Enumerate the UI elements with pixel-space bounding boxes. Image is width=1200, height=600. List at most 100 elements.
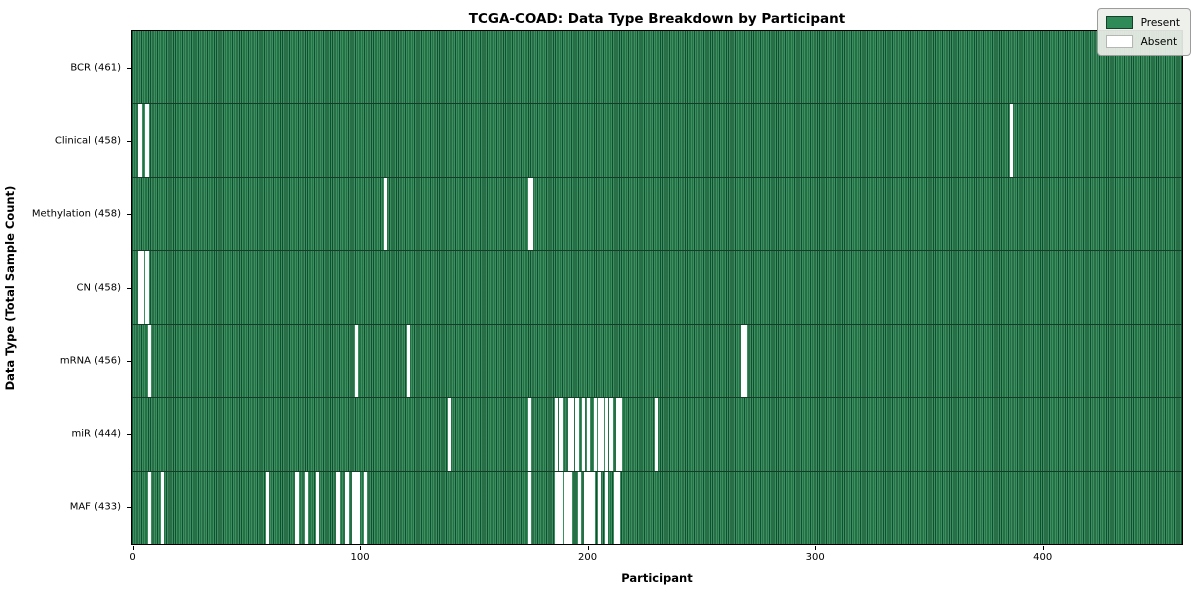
absent-mark xyxy=(591,471,595,544)
legend: Present Absent xyxy=(1096,8,1191,56)
absent-mark xyxy=(588,471,593,544)
legend-item-absent: Absent xyxy=(1105,35,1180,48)
y-tick-mark xyxy=(127,141,131,143)
absent-mark xyxy=(654,398,659,471)
absent-mark xyxy=(363,471,367,544)
legend-swatch-present-icon xyxy=(1105,16,1133,29)
legend-swatch-absent-icon xyxy=(1105,35,1133,48)
absent-mark xyxy=(586,398,590,471)
absent-mark xyxy=(593,398,597,471)
absent-mark xyxy=(557,471,561,544)
heatmap-row-bcr xyxy=(132,31,1182,104)
absent-mark xyxy=(609,398,613,471)
absent-mark xyxy=(304,471,308,544)
absent-mark xyxy=(614,471,618,544)
absent-mark xyxy=(161,471,165,544)
x-tick-mark xyxy=(1042,546,1044,550)
absent-mark xyxy=(741,324,745,398)
absent-mark xyxy=(527,398,531,471)
absent-mark xyxy=(1009,104,1014,177)
absent-mark xyxy=(265,471,270,544)
y-tick-label: MAF (433) xyxy=(69,501,121,513)
y-tick-mark xyxy=(127,287,131,289)
x-tick-label: 100 xyxy=(350,552,370,563)
x-tick-label: 200 xyxy=(578,552,598,563)
x-tick-mark xyxy=(815,546,817,550)
absent-mark xyxy=(563,471,568,544)
chart-title: TCGA-COAD: Data Type Breakdown by Partic… xyxy=(468,11,846,27)
absent-mark xyxy=(559,398,563,471)
absent-mark xyxy=(577,471,581,544)
x-tick-mark xyxy=(132,546,134,550)
absent-mark xyxy=(352,471,356,544)
y-tick-mark xyxy=(127,506,131,508)
absent-mark xyxy=(384,177,388,251)
absent-mark xyxy=(147,471,151,544)
absent-mark xyxy=(336,471,340,544)
y-tick-mark xyxy=(127,433,131,435)
absent-mark xyxy=(145,104,149,177)
absent-mark xyxy=(354,471,358,544)
heatmap-row-cn xyxy=(132,250,1182,324)
x-tick-label: 300 xyxy=(805,552,825,563)
absent-mark xyxy=(145,251,149,324)
absent-mark xyxy=(616,398,620,471)
absent-mark xyxy=(315,471,320,544)
absent-mark xyxy=(598,471,602,544)
x-tick-mark xyxy=(360,546,362,550)
x-axis-label: Participant xyxy=(621,571,693,585)
absent-mark xyxy=(616,471,620,544)
absent-mark xyxy=(604,398,609,471)
x-axis: 0 100 200 300 400 xyxy=(129,545,1183,585)
heatmap-row-maf xyxy=(132,470,1182,544)
absent-mark xyxy=(147,324,151,398)
y-axis: BCR (461) Clinical (458) Methylation (458)… xyxy=(0,30,131,545)
absent-mark xyxy=(345,471,349,544)
y-tick-label: CN (458) xyxy=(76,282,121,293)
absent-mark xyxy=(568,471,572,544)
absent-mark xyxy=(447,398,452,471)
x-tick-mark xyxy=(587,546,589,550)
absent-mark xyxy=(604,471,609,544)
heatmap-row-clinical xyxy=(132,103,1182,177)
absent-mark xyxy=(618,398,622,471)
y-tick-label: miR (444) xyxy=(71,428,121,440)
y-tick-mark xyxy=(127,360,131,362)
x-tick-label: 400 xyxy=(1033,552,1053,563)
absent-mark xyxy=(600,398,604,471)
y-tick-label: Methylation (458) xyxy=(31,208,121,220)
absent-mark xyxy=(554,398,559,471)
absent-mark xyxy=(566,471,570,544)
absent-mark xyxy=(575,398,579,471)
absent-mark xyxy=(529,177,534,251)
absent-mark xyxy=(582,398,586,471)
absent-mark xyxy=(559,471,563,544)
absent-mark xyxy=(743,324,747,398)
absent-mark xyxy=(354,324,358,398)
y-tick-mark xyxy=(127,68,131,70)
absent-mark xyxy=(527,471,531,544)
y-tick-label: Clinical (458) xyxy=(54,135,121,147)
legend-item-present: Present xyxy=(1105,16,1180,29)
x-tick-label: 0 xyxy=(129,552,136,563)
plot-area xyxy=(131,30,1183,545)
absent-mark xyxy=(570,398,575,471)
absent-mark xyxy=(406,324,411,398)
absent-mark xyxy=(527,177,531,251)
absent-mark xyxy=(295,471,299,544)
absent-mark xyxy=(140,251,144,324)
y-tick-mark xyxy=(127,214,131,216)
absent-mark xyxy=(138,251,142,324)
absent-mark xyxy=(584,471,588,544)
y-tick-label: BCR (461) xyxy=(70,62,121,74)
legend-label-present: Present xyxy=(1140,16,1180,29)
absent-mark xyxy=(356,471,361,544)
absent-mark xyxy=(598,398,602,471)
heatmap-row-methylation xyxy=(132,176,1182,251)
legend-label-absent: Absent xyxy=(1140,35,1178,48)
absent-mark xyxy=(554,471,559,544)
absent-mark xyxy=(138,104,142,177)
absent-mark xyxy=(568,398,572,471)
heatmap-row-mrna xyxy=(132,323,1182,398)
